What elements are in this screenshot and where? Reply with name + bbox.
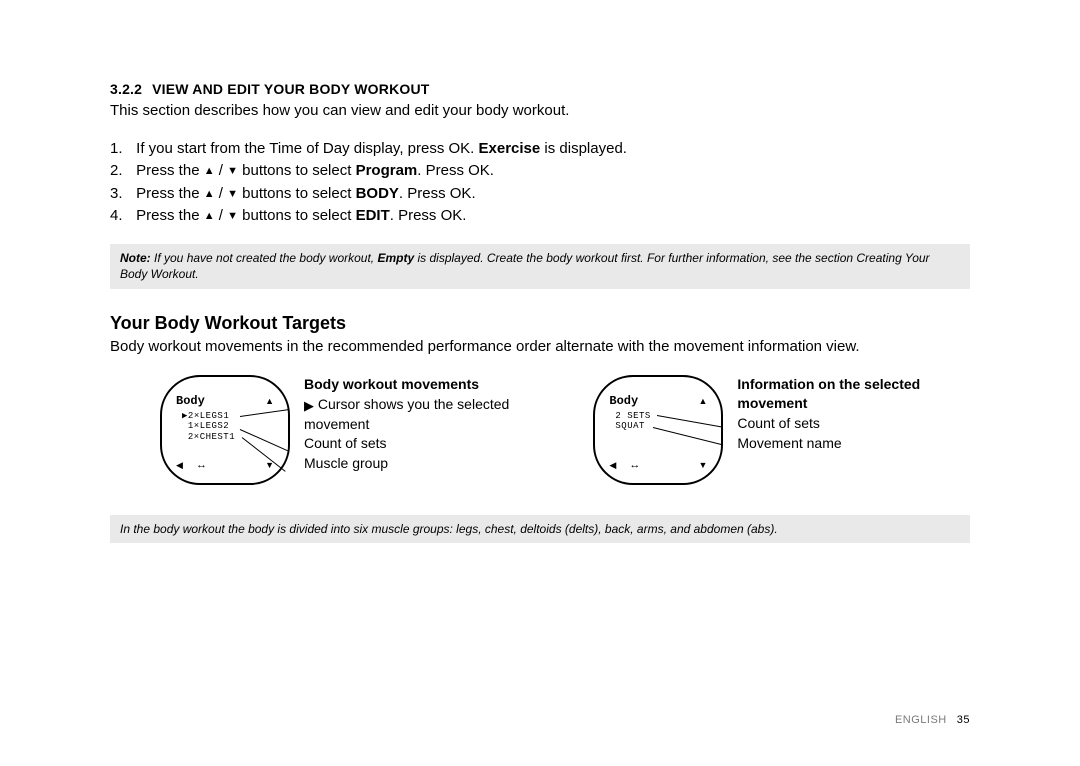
display-group-info: Body 2 SETS SQUAT ▲ ▼ ◀ ↔ Information on… [593, 375, 970, 485]
note-empty-workout: Note: If you have not created the body w… [110, 244, 970, 288]
callout-line [657, 415, 722, 427]
callout-line [653, 427, 723, 445]
left-icon: ◀ [609, 459, 616, 471]
note-muscle-groups: In the body workout the body is divided … [110, 515, 970, 543]
steps-list: If you start from the Time of Day displa… [110, 139, 970, 226]
callout-line [242, 437, 286, 472]
callout-line [240, 409, 290, 417]
up-icon: ▲ [698, 395, 707, 407]
watch-lines: 2 SETS SQUAT [615, 411, 650, 432]
cursor-icon: ▶ [304, 398, 314, 413]
section-number: 3.2.2 [110, 81, 142, 97]
footer-lang: ENGLISH [895, 714, 947, 726]
watch-title: Body [176, 393, 205, 409]
watch-title: Body [609, 393, 638, 409]
left-right-icon: ↔ [196, 458, 207, 473]
up-icon: ▲ [265, 395, 274, 407]
watch-lines: ▶2×LEGS1 1×LEGS2 2×CHEST1 [182, 411, 235, 442]
watch-info: Body 2 SETS SQUAT ▲ ▼ ◀ ↔ [593, 375, 723, 485]
down-icon: ▼ [698, 459, 707, 471]
displays-row: Body ▶2×LEGS1 1×LEGS2 2×CHEST1 ▲ ▼ ◀ ↔ B… [160, 375, 970, 485]
left-icon: ◀ [176, 459, 183, 471]
movements-description: Body workout movements ▶ Cursor shows yo… [304, 375, 553, 485]
footer-page: 35 [957, 714, 970, 726]
section-heading: 3.2.2 VIEW AND EDIT YOUR BODY WORKOUT [110, 80, 970, 99]
step-2: Press the ▲ / ▼ buttons to select Progra… [110, 161, 970, 181]
step-1: If you start from the Time of Day displa… [110, 139, 970, 159]
targets-heading: Your Body Workout Targets [110, 311, 970, 335]
display-group-movements: Body ▶2×LEGS1 1×LEGS2 2×CHEST1 ▲ ▼ ◀ ↔ B… [160, 375, 553, 485]
section-intro: This section describes how you can view … [110, 101, 970, 121]
section-title: VIEW AND EDIT YOUR BODY WORKOUT [152, 81, 429, 97]
watch-movements: Body ▶2×LEGS1 1×LEGS2 2×CHEST1 ▲ ▼ ◀ ↔ [160, 375, 290, 485]
step-3: Press the ▲ / ▼ buttons to select BODY. … [110, 184, 970, 204]
page-footer: ENGLISH 35 [895, 713, 970, 728]
targets-intro: Body workout movements in the recommende… [110, 337, 970, 357]
left-right-icon: ↔ [629, 458, 640, 473]
step-4: Press the ▲ / ▼ buttons to select EDIT. … [110, 206, 970, 226]
info-description: Information on the selected movement Cou… [737, 375, 970, 485]
